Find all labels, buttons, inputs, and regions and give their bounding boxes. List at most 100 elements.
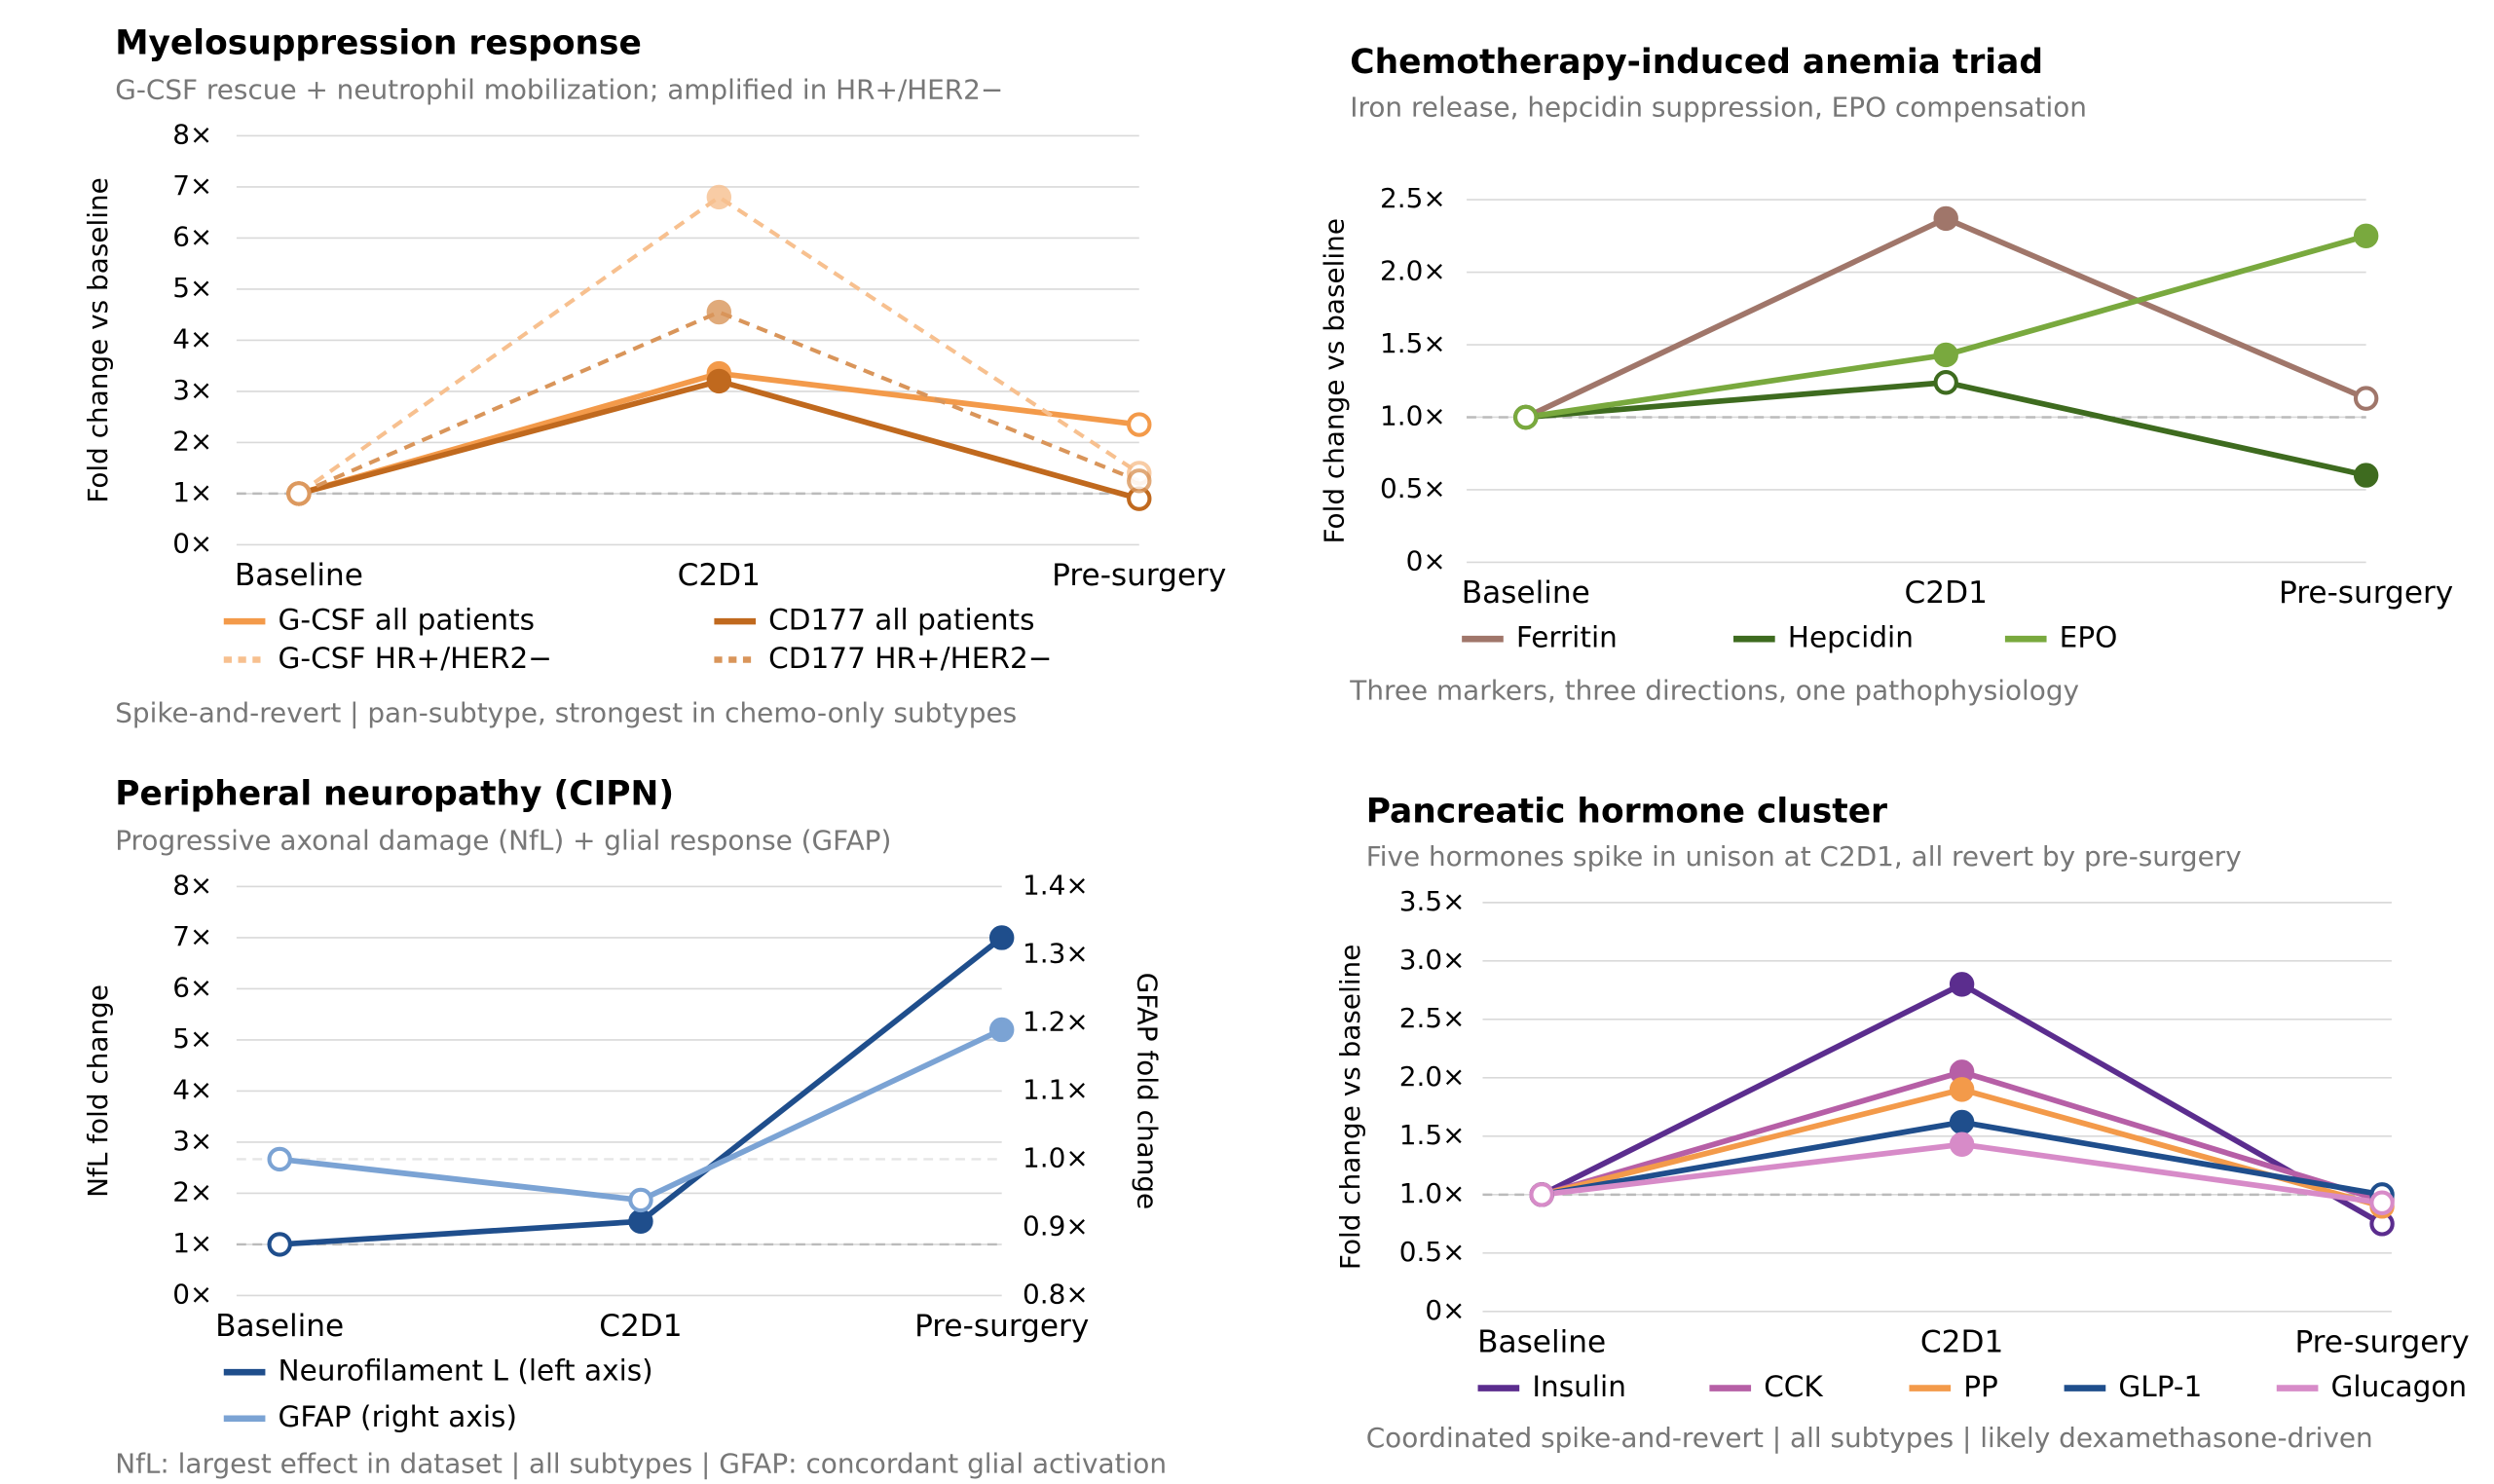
legend-label: Insulin — [1532, 1370, 1626, 1403]
y-tick-label: 7× — [172, 169, 212, 202]
x-tick-label: C2D1 — [1905, 575, 1988, 611]
legend-label: GFAP (right axis) — [279, 1400, 517, 1433]
chart-title: Pancreatic hormone cluster — [1366, 793, 1887, 832]
data-point — [706, 184, 732, 210]
data-point — [2353, 223, 2379, 249]
data-point — [2353, 463, 2379, 488]
y-tick-label: 6× — [172, 220, 212, 252]
data-point — [1949, 972, 1975, 997]
y-tick-label: 0.5× — [1399, 1236, 1466, 1268]
y-tick-label: 8× — [172, 869, 212, 901]
y-tick-label: 1.5× — [1399, 1119, 1466, 1151]
x-tick-label: Baseline — [235, 558, 363, 593]
x-tick-label: C2D1 — [678, 558, 761, 593]
legend-label: CD177 all patients — [768, 604, 1034, 637]
y-tick-label: 2.5× — [1380, 182, 1446, 214]
y-tick-label: 2.0× — [1399, 1060, 1466, 1093]
series-line — [279, 1026, 1003, 1204]
y2-tick-label: 1.0× — [1023, 1141, 1089, 1173]
legend-label: Glucagon — [2331, 1370, 2468, 1403]
data-point — [1949, 1109, 1975, 1135]
legend-label: EPO — [2060, 621, 2118, 654]
y-axis-title: Fold change vs baseline — [82, 177, 114, 502]
chart-note: Spike-and-revert | pan-subtype, stronges… — [115, 696, 1017, 728]
data-point — [2353, 386, 2379, 411]
y-tick-label: 5× — [172, 272, 212, 304]
x-tick-label: Pre-surgery — [914, 1309, 1089, 1344]
y2-tick-label: 0.9× — [1023, 1209, 1089, 1242]
y-tick-label: 7× — [172, 920, 212, 952]
y-axis-title: NfL fold change — [82, 984, 114, 1198]
chart-note: Three markers, three directions, one pat… — [1349, 674, 2079, 706]
y-tick-label: 1× — [172, 476, 212, 508]
y2-tick-label: 1.1× — [1023, 1073, 1089, 1105]
legend-label: Hepcidin — [1788, 621, 1914, 654]
x-tick-label: C2D1 — [599, 1309, 682, 1344]
chart-title: Chemotherapy-induced anemia triad — [1350, 43, 2043, 82]
y-tick-label: 2.5× — [1399, 1002, 1466, 1034]
data-point — [1513, 404, 1539, 430]
chart-title: Peripheral neuropathy (CIPN) — [115, 774, 674, 813]
y-tick-label: 4× — [172, 322, 212, 354]
data-point — [267, 1232, 292, 1257]
y-tick-label: 1× — [172, 1227, 212, 1259]
data-point — [628, 1208, 653, 1235]
data-point — [628, 1187, 653, 1213]
y-tick-label: 0.5× — [1380, 472, 1446, 504]
x-tick-label: Baseline — [1462, 575, 1590, 611]
y-axis-title: Fold change vs baseline — [1319, 218, 1351, 543]
y-axis-title: Fold change vs baseline — [1334, 945, 1366, 1270]
chart-subtitle: G-CSF rescue + neutrophil mobilization; … — [115, 74, 1003, 106]
legend-label: PP — [1963, 1370, 1998, 1403]
y-tick-label: 0× — [172, 527, 212, 559]
data-point — [988, 925, 1015, 950]
y-tick-label: 8× — [172, 118, 212, 150]
data-point — [267, 1146, 292, 1172]
y2-tick-label: 1.3× — [1023, 937, 1089, 969]
y-tick-label: 4× — [172, 1073, 212, 1105]
x-tick-label: Baseline — [1477, 1325, 1606, 1360]
data-point — [988, 1017, 1015, 1043]
y-tick-label: 6× — [172, 971, 212, 1003]
data-point — [1933, 342, 1958, 368]
y-tick-label: 0× — [1406, 544, 1446, 576]
x-tick-label: C2D1 — [1920, 1325, 2003, 1360]
data-point — [706, 299, 732, 325]
chart-subtitle: Five hormones spike in unison at C2D1, a… — [1366, 840, 2242, 872]
y-tick-label: 0× — [172, 1278, 212, 1310]
y-tick-label: 2.0× — [1380, 255, 1446, 287]
series-line — [297, 194, 1140, 496]
x-tick-label: Pre-surgery — [1052, 558, 1226, 593]
legend-label: G-CSF HR+/HER2− — [279, 642, 552, 675]
y-tick-label: 2× — [172, 425, 212, 457]
legend-label: Neurofilament L (left axis) — [279, 1354, 653, 1388]
data-point — [706, 368, 732, 394]
chart-subtitle: Progressive axonal damage (NfL) + glial … — [115, 825, 891, 857]
y2-axis-title: GFAP fold change — [1131, 973, 1163, 1210]
legend-label: CD177 HR+/HER2− — [768, 642, 1052, 675]
x-tick-label: Pre-surgery — [2294, 1325, 2469, 1360]
chart-note: Coordinated spike-and-revert | all subty… — [1366, 1422, 2373, 1454]
y-tick-label: 1.0× — [1380, 399, 1446, 431]
legend-label: CCK — [1764, 1370, 1823, 1403]
y-tick-label: 1.5× — [1380, 327, 1446, 359]
y2-tick-label: 1.4× — [1023, 869, 1089, 901]
y-tick-label: 1.0× — [1399, 1177, 1466, 1209]
legend-label: GLP-1 — [2118, 1370, 2202, 1403]
data-point — [1127, 412, 1152, 437]
y-tick-label: 3× — [172, 374, 212, 406]
data-point — [2369, 1190, 2395, 1215]
y-tick-label: 0× — [1425, 1294, 1465, 1326]
y2-tick-label: 0.8× — [1023, 1278, 1089, 1310]
x-tick-label: Baseline — [215, 1309, 344, 1344]
data-point — [1949, 1077, 1975, 1102]
chart-title: Myelosuppression response — [115, 23, 642, 62]
data-point — [1127, 468, 1152, 494]
legend-label: G-CSF all patients — [279, 604, 536, 637]
data-point — [1529, 1182, 1554, 1207]
y-tick-label: 3× — [172, 1125, 212, 1157]
data-point — [1933, 205, 1958, 232]
x-tick-label: Pre-surgery — [2279, 575, 2453, 611]
legend-label: Ferritin — [1516, 621, 1618, 654]
data-point — [1949, 1132, 1975, 1157]
